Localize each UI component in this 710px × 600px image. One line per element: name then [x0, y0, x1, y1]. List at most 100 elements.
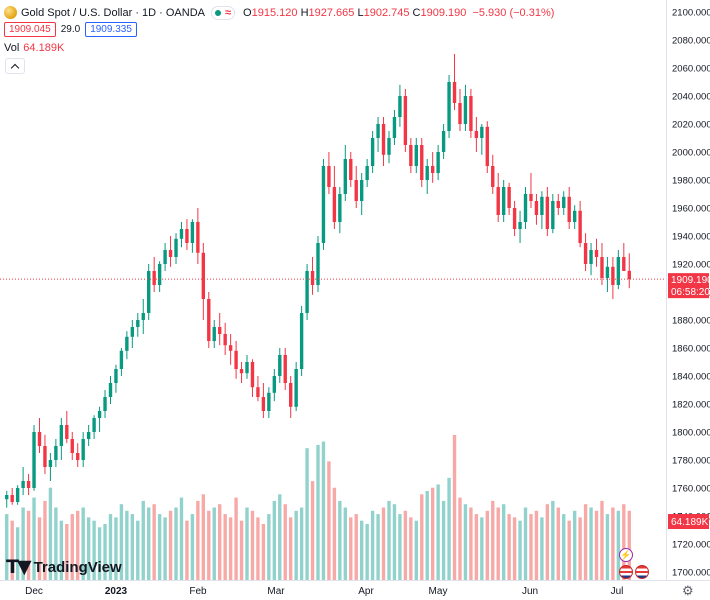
last-price-label: 1909.190	[671, 275, 710, 286]
candle-body	[420, 145, 424, 180]
candle	[485, 121, 489, 173]
close-value: 1909.190	[420, 6, 467, 19]
candle-body	[278, 355, 282, 376]
lightning-icon[interactable]: ⚡	[619, 548, 633, 562]
volume-legend[interactable]: Vol 64.189K	[4, 39, 554, 56]
time-tick-label: Apr	[358, 586, 374, 597]
volume-bar	[403, 510, 408, 580]
volume-bar	[32, 497, 36, 580]
volume-bar	[108, 514, 113, 580]
volume-axis-label: 64.189K	[671, 517, 709, 528]
candle	[414, 138, 418, 173]
candle-body	[272, 376, 277, 393]
volume-bar	[545, 504, 550, 580]
candle-body	[376, 124, 380, 138]
volume-bar	[605, 514, 610, 580]
candle-body	[250, 362, 255, 388]
candle	[534, 194, 539, 225]
candle	[250, 359, 255, 397]
change-value: −5.930 (−0.31%)	[472, 6, 555, 19]
candle	[103, 390, 107, 418]
sell-button[interactable]: 1909.045	[4, 22, 56, 37]
candle-body	[403, 96, 408, 145]
settings-gear-icon[interactable]: ⚙	[682, 583, 694, 598]
candle	[403, 89, 408, 152]
candle-body	[452, 82, 457, 103]
volume-bar	[392, 504, 397, 580]
volume-bars	[5, 435, 631, 580]
price-tick-label: 2060.000	[672, 64, 710, 75]
candle	[562, 191, 566, 215]
us-flag-event-icon[interactable]	[619, 565, 633, 579]
candle	[32, 425, 36, 491]
candle-body	[600, 257, 604, 278]
open-value: 1915.120	[251, 6, 298, 19]
time-tick-label: Feb	[189, 586, 207, 597]
volume-bar	[10, 520, 14, 580]
low-key: L	[357, 6, 364, 19]
volume-bar	[540, 517, 544, 580]
time-tick-label: Dec	[25, 586, 43, 597]
volume-bar	[201, 494, 206, 580]
tradingview-logo[interactable]: T▼ TradingView	[6, 556, 122, 578]
candle	[228, 334, 233, 365]
volume-bar	[398, 514, 402, 580]
candle-body	[589, 250, 593, 264]
candle	[245, 355, 249, 379]
price-tick-label: 1980.000	[672, 176, 710, 187]
us-flag-event-icon[interactable]	[635, 565, 649, 579]
volume-bar	[534, 510, 539, 580]
candle-body	[103, 397, 107, 411]
candle	[48, 453, 53, 481]
candle	[316, 236, 320, 292]
volume-bar	[327, 461, 331, 580]
candle-body	[485, 126, 489, 166]
candle	[458, 89, 462, 131]
volume-bar	[611, 507, 615, 580]
candle	[512, 201, 517, 236]
volume-bar	[501, 504, 506, 580]
time-axis[interactable]: Dec 2023 Feb Mar Apr May Jun Jul	[25, 586, 623, 597]
candle	[441, 124, 446, 159]
candle-body	[458, 103, 462, 124]
volume-bar	[365, 523, 369, 580]
candle-body	[21, 481, 25, 488]
volume-bar	[338, 500, 342, 580]
candle	[583, 233, 588, 271]
candle	[365, 159, 369, 187]
volume-bar	[370, 510, 375, 580]
candle-body	[283, 355, 287, 383]
candle	[294, 362, 298, 411]
volume-bar	[185, 520, 189, 580]
candle-body	[354, 180, 358, 201]
market-open-icon	[215, 9, 221, 16]
volume-bar	[507, 514, 511, 580]
candle	[332, 166, 337, 229]
candle-body	[496, 187, 500, 215]
candle	[572, 205, 577, 229]
volume-bar	[152, 504, 156, 580]
volume-bar	[572, 510, 577, 580]
candle-body	[425, 166, 429, 180]
candle	[207, 292, 211, 348]
candle	[163, 243, 167, 271]
candle	[86, 425, 91, 446]
delay-icon: ≈	[225, 6, 232, 19]
symbol-title[interactable]: Gold Spot / U.S. Dollar · 1D · OANDA	[21, 6, 205, 19]
candle	[523, 187, 528, 229]
collapse-legend-button[interactable]	[5, 58, 25, 74]
market-status-pill[interactable]: ≈	[211, 5, 236, 20]
candle	[65, 411, 69, 444]
buy-button[interactable]: 1909.335	[85, 22, 137, 37]
candle-body	[605, 266, 610, 278]
candle	[272, 369, 277, 402]
candle-body	[65, 425, 69, 439]
volume-bar	[299, 507, 304, 580]
candle	[551, 194, 555, 234]
candle-body	[125, 336, 129, 351]
volume-bar	[218, 504, 222, 580]
price-tick-label: 1860.000	[672, 344, 710, 355]
candle-body	[228, 345, 233, 351]
candle	[381, 117, 386, 166]
